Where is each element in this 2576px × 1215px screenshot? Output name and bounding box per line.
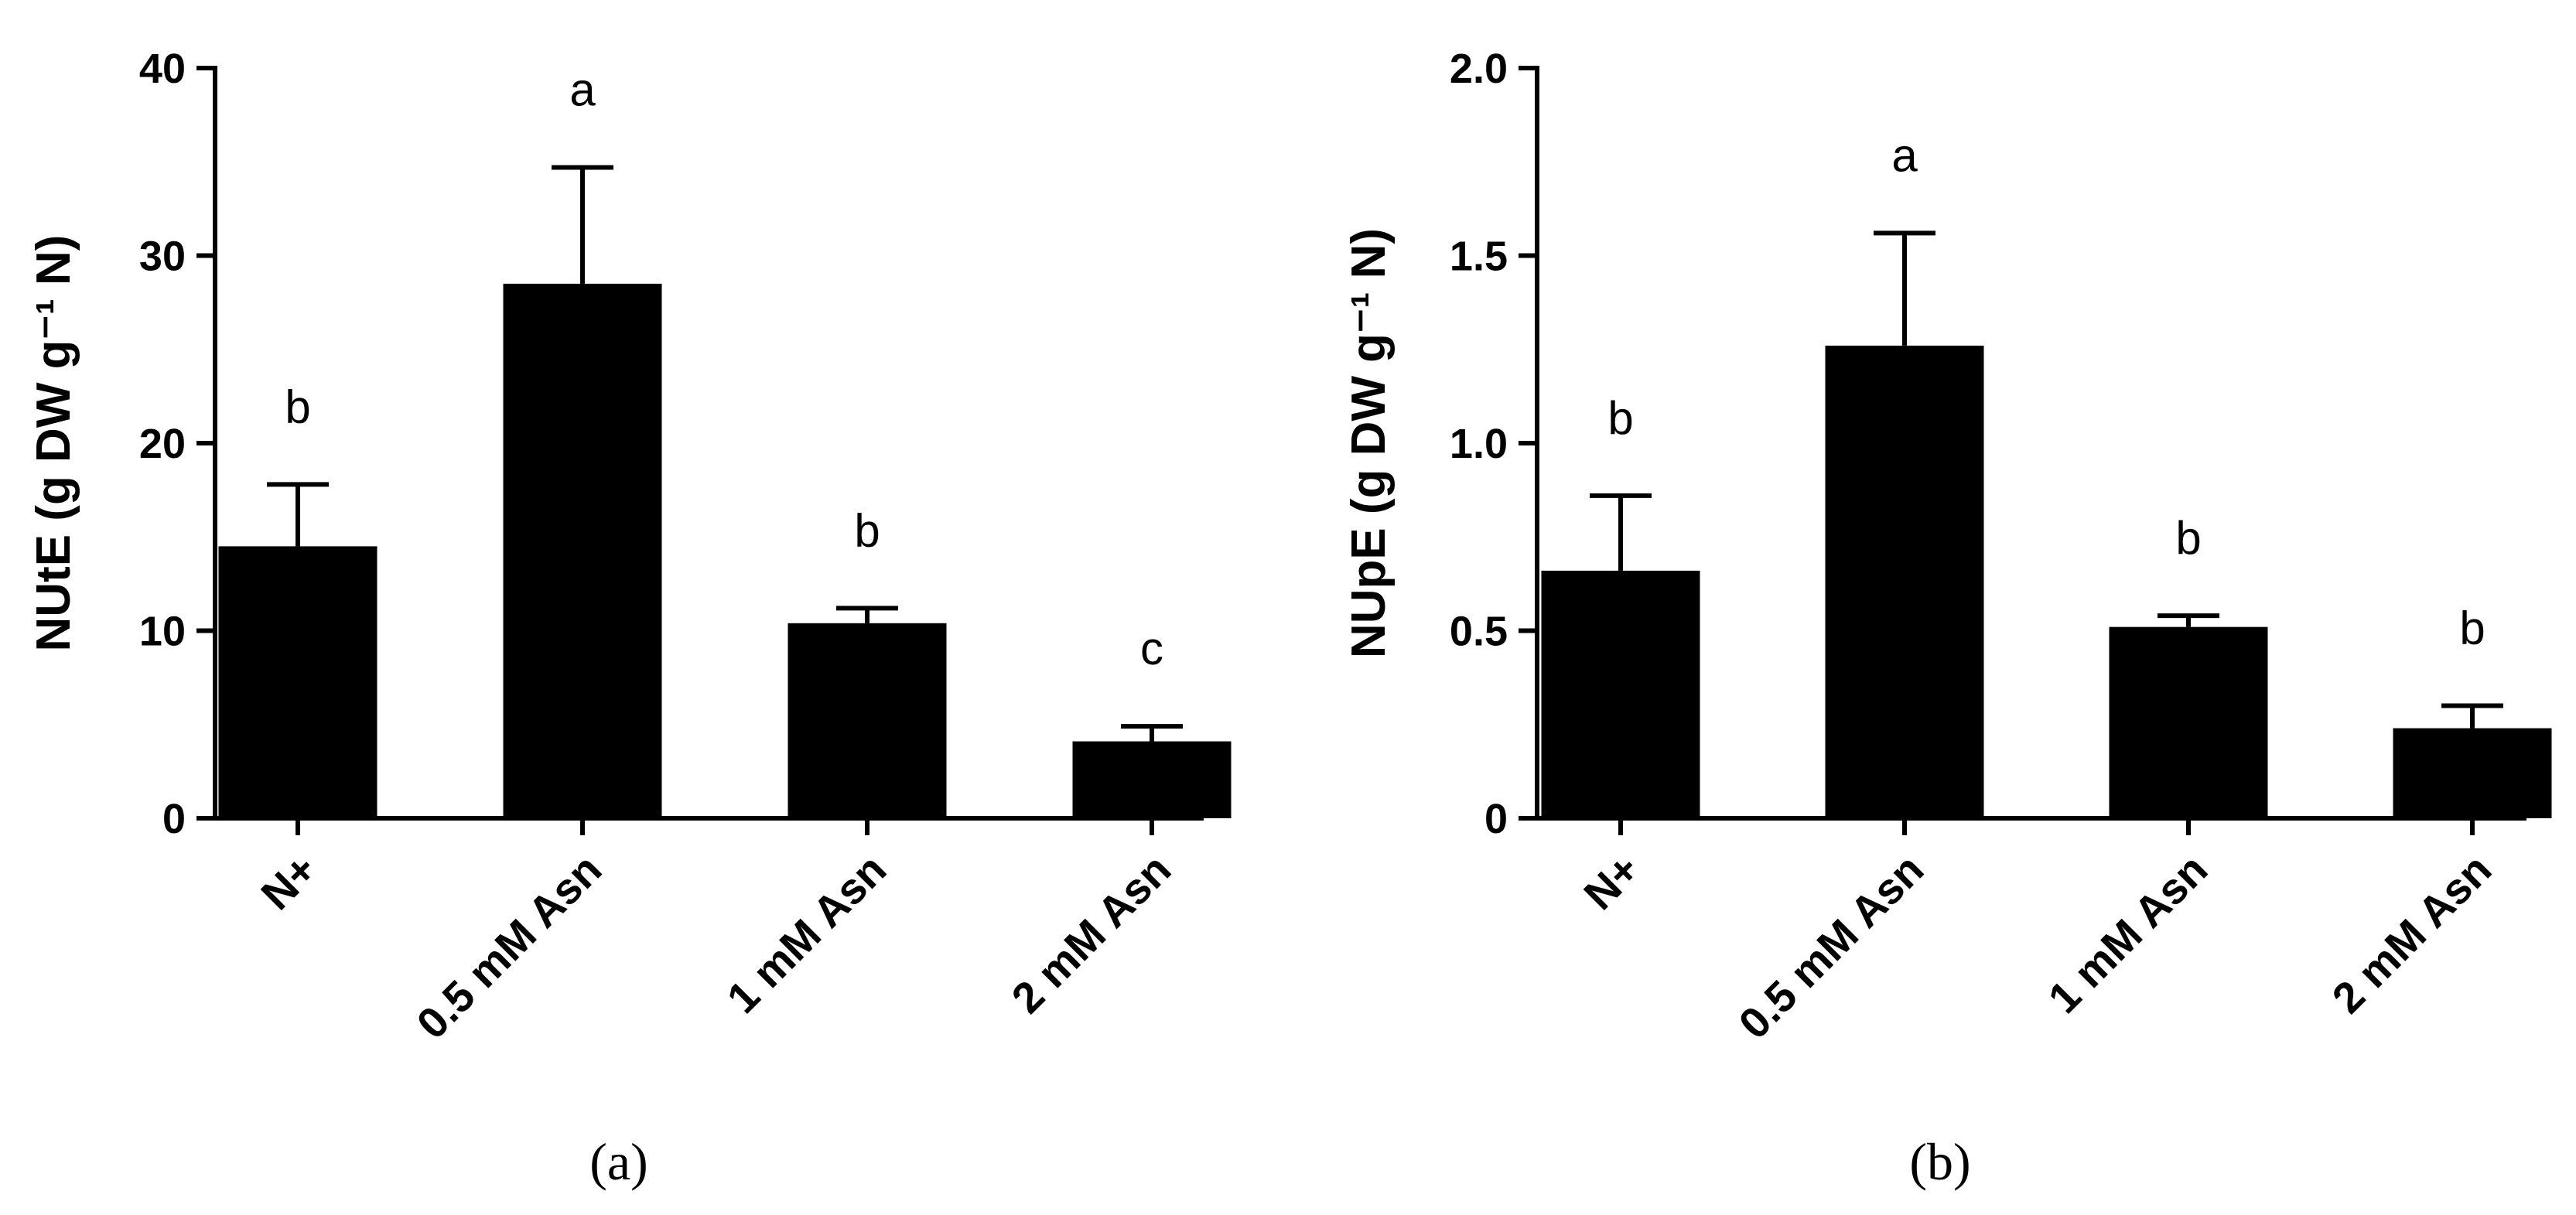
y-tick-label-b-3: 1.5	[1450, 234, 1508, 280]
bar-a-1	[503, 283, 662, 818]
y-tick-label-b-1: 0.5	[1450, 609, 1508, 655]
significance-letter-b-3: b	[2459, 602, 2485, 654]
category-label-b-1: 0.5 mM Asn	[1729, 845, 1932, 1048]
y-tick-label-a-2: 20	[139, 421, 186, 467]
significance-letter-a-3: c	[1140, 623, 1163, 674]
bar-b-2	[2109, 626, 2268, 818]
significance-letter-b-2: b	[2175, 512, 2201, 564]
significance-letter-a-0: b	[285, 381, 310, 432]
category-label-a-3: 2 mM Asn	[1002, 845, 1180, 1022]
category-label-a-0: N+	[251, 845, 326, 919]
chart-panel-a: b N+ a 0.5 mM Asn b 1 mM Asn c 2 mM Asn 0 10 20 30 4…	[27, 46, 1232, 1191]
panel-label-a: (a)	[589, 1132, 647, 1191]
category-label-b-2: 1 mM Asn	[2038, 845, 2216, 1022]
bar-a-3	[1072, 741, 1232, 818]
significance-letter-b-1: a	[1891, 129, 1918, 181]
y-tick-label-a-0: 0	[162, 796, 186, 842]
significance-letter-a-2: b	[854, 504, 880, 556]
chart-panel-b: b N+ a 0.5 mM Asn b 1 mM Asn b 2 mM Asn 0 0.5 1.0 1…	[1342, 46, 2552, 1191]
bar-b-1	[1825, 345, 1984, 818]
y-tick-label-a-4: 40	[139, 46, 186, 92]
bar-b-3	[2393, 728, 2552, 818]
bar-a-0	[218, 546, 378, 818]
category-label-a-2: 1 mM Asn	[717, 845, 895, 1022]
category-label-b-0: N+	[1574, 845, 1648, 919]
significance-letter-b-0: b	[1607, 392, 1633, 444]
category-label-b-3: 2 mM Asn	[2322, 845, 2500, 1022]
bar-b-0	[1541, 570, 1700, 818]
significance-letter-a-1: a	[569, 64, 596, 116]
bar-a-2	[787, 623, 947, 818]
panel-label-b: (b)	[1909, 1132, 1970, 1191]
y-axis-title-b: NUpE (g DW g⁻¹ N)	[1342, 228, 1396, 658]
y-tick-label-b-0: 0	[1484, 796, 1508, 842]
y-tick-label-a-3: 30	[139, 234, 186, 280]
y-tick-label-b-4: 2.0	[1450, 46, 1508, 92]
category-label-a-1: 0.5 mM Asn	[407, 845, 610, 1048]
y-axis-title-a: NUtE (g DW g⁻¹ N)	[27, 235, 80, 652]
y-tick-label-b-2: 1.0	[1450, 421, 1508, 467]
y-tick-label-a-1: 10	[139, 609, 186, 655]
